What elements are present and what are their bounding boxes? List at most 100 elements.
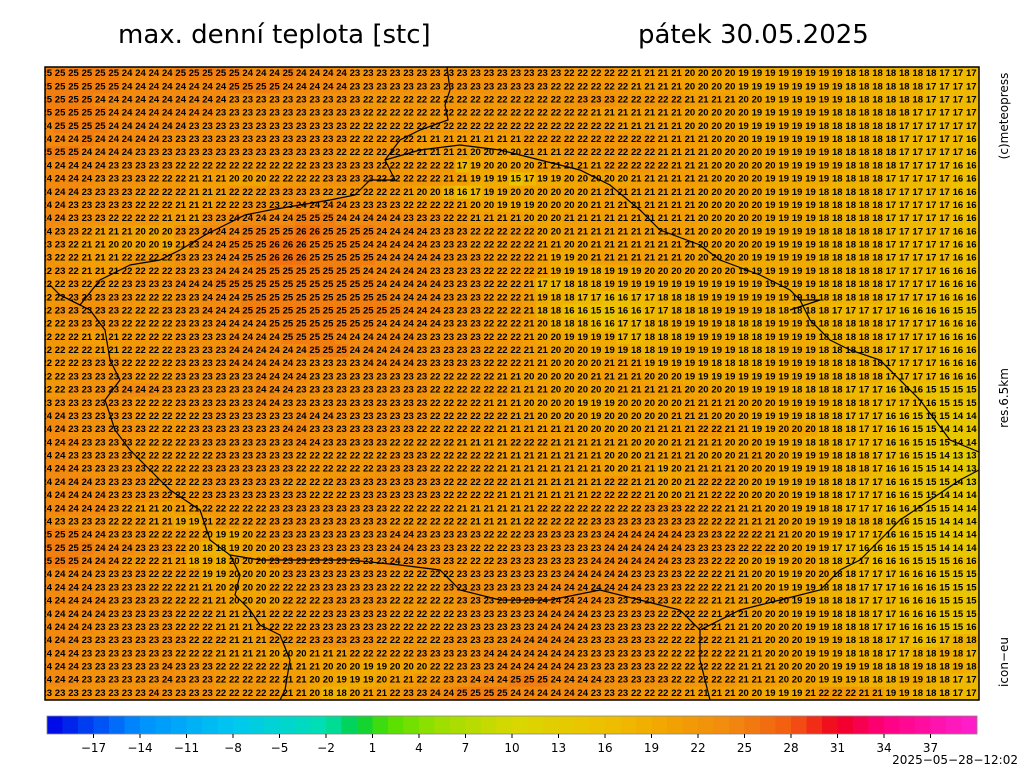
- temperature-label: 25: [256, 81, 267, 92]
- temperature-label: 19: [685, 371, 696, 382]
- temperature-label: 21: [443, 147, 454, 158]
- temperature-label: 19: [805, 477, 816, 488]
- temperature-label: 20: [685, 253, 696, 264]
- temperature-label: 22: [403, 174, 414, 185]
- temperature-label: 16: [886, 490, 897, 501]
- temperature-label: 24: [376, 253, 387, 264]
- temperature-label: 20: [738, 200, 749, 211]
- temperature-label: 22: [363, 147, 374, 158]
- temperature-label: 19: [778, 332, 789, 343]
- temperature-label: 17: [912, 240, 923, 251]
- temperature-cell: [93, 67, 108, 81]
- temperature-label: 22: [149, 174, 160, 185]
- temperature-label: 22: [175, 437, 186, 448]
- temperature-label: 24: [417, 319, 428, 330]
- temperature-label: 23: [591, 516, 602, 527]
- temperature-cell: [227, 93, 242, 108]
- temperature-label: 22: [149, 332, 160, 343]
- temperature-label: 22: [202, 503, 213, 514]
- temperature-label: 23: [269, 530, 280, 541]
- temperature-label: 22: [162, 371, 173, 382]
- temperature-label: 21: [470, 134, 481, 145]
- temperature-label: 21: [644, 240, 655, 251]
- temperature-label: 25: [55, 108, 66, 119]
- temperature-cell: [750, 80, 765, 94]
- temperature-label: 18: [872, 134, 883, 145]
- temperature-label: 19: [470, 160, 481, 171]
- temperature-cell: [683, 80, 698, 94]
- temperature-label: 23: [350, 503, 361, 514]
- temperature-label: 21: [658, 147, 669, 158]
- temperature-cell: [643, 80, 657, 94]
- temperature-label: 22: [403, 437, 414, 448]
- temperature-label: 24: [149, 68, 160, 79]
- temperature-label: 17: [912, 253, 923, 264]
- temperature-label: 23: [189, 319, 200, 330]
- temperature-label: 21: [685, 490, 696, 501]
- temperature-label: 18: [845, 108, 856, 119]
- temperature-label: 21: [604, 240, 615, 251]
- temperature-label: 23: [256, 451, 267, 462]
- temperature-cell: [93, 93, 108, 108]
- temperature-label: 17: [926, 213, 937, 224]
- temperature-label: 21: [564, 451, 575, 462]
- temperature-label: 20: [537, 371, 548, 382]
- temperature-label: 24: [55, 411, 66, 422]
- temperature-label: 22: [283, 174, 294, 185]
- temperature-label: 22: [202, 160, 213, 171]
- temperature-label: 19: [765, 108, 776, 119]
- temperature-label: 23: [390, 398, 401, 409]
- temperature-label: 23: [242, 147, 253, 158]
- temperature-label: 21: [591, 240, 602, 251]
- temperature-cell: [803, 67, 818, 81]
- temperature-label: 19: [698, 371, 709, 382]
- temperature-label: 26: [283, 240, 294, 251]
- temperature-label: 19: [805, 464, 816, 475]
- temperature-label: 23: [283, 516, 294, 527]
- temperature-label: 24: [283, 358, 294, 369]
- temperature-label: 23: [537, 68, 548, 79]
- temperature-label: 15: [912, 437, 923, 448]
- temperature-label: 22: [430, 451, 441, 462]
- temperature-label: 22: [202, 451, 213, 462]
- temperature-label: 22: [497, 332, 508, 343]
- temperature-label: 19: [510, 200, 521, 211]
- temperature-label: 23: [336, 398, 347, 409]
- temperature-label: 21: [95, 240, 106, 251]
- temperature-label: 19: [752, 411, 763, 422]
- temperature-label: 18: [845, 68, 856, 79]
- temperature-label: 23: [403, 385, 414, 396]
- temperature-label: 21: [189, 187, 200, 198]
- temperature-label: 17: [899, 240, 910, 251]
- temperature-label: 17: [939, 134, 950, 145]
- temperature-label: 19: [671, 319, 682, 330]
- temperature-cell: [817, 80, 832, 94]
- temperature-label: 20: [497, 160, 508, 171]
- temperature-cell: [817, 67, 832, 81]
- temperature-label: 22: [242, 187, 253, 198]
- temperature-label: 23: [68, 451, 79, 462]
- temperature-label: 22: [175, 174, 186, 185]
- temperature-label: 23: [376, 200, 387, 211]
- temperature-label: 24: [242, 332, 253, 343]
- temperature-label: 16: [953, 226, 964, 237]
- temperature-label: 22: [162, 451, 173, 462]
- temperature-label: 23: [363, 174, 374, 185]
- temperature-label: 18: [738, 319, 749, 330]
- temperature-label: 23: [323, 385, 334, 396]
- temperature-label: 23: [162, 134, 173, 145]
- temperature-cell: [66, 93, 81, 108]
- temperature-label: 22: [644, 94, 655, 105]
- temperature-label: 22: [430, 424, 441, 435]
- temperature-label: 22: [618, 477, 629, 488]
- temperature-label: 18: [564, 279, 575, 290]
- temperature-label: 22: [242, 516, 253, 527]
- temperature-label: 22: [403, 121, 414, 132]
- temperature-label: 24: [323, 81, 334, 92]
- temperature-label: 19: [618, 279, 629, 290]
- temperature-label: 17: [899, 226, 910, 237]
- temperature-label: 21: [671, 240, 682, 251]
- temperature-cell: [964, 67, 979, 81]
- temperature-label: 23: [122, 200, 133, 211]
- temperature-label: 22: [323, 490, 334, 501]
